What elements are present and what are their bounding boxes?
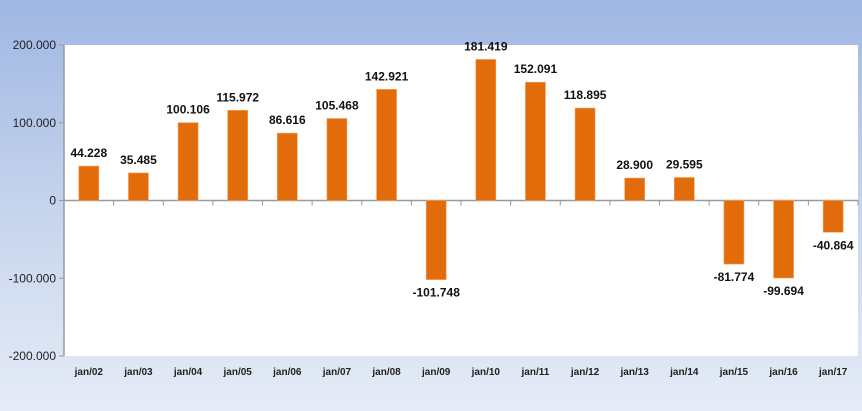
x-tick-label: jan/03: [123, 367, 153, 378]
x-tick-label: jan/06: [272, 367, 302, 378]
bar: [128, 172, 149, 201]
bar: [822, 200, 844, 233]
data-label: -40.864: [813, 238, 854, 252]
x-tick-label: jan/07: [322, 367, 352, 378]
data-label: 44.228: [70, 146, 107, 160]
bar: [773, 200, 794, 279]
data-label: 29.595: [666, 157, 703, 171]
data-label: 142.921: [365, 69, 409, 83]
bar: [376, 89, 397, 201]
x-tick-label: jan/02: [74, 367, 104, 378]
x-tick-label: jan/16: [768, 367, 798, 378]
data-label: -99.694: [763, 284, 804, 298]
y-tick-label: -200.000: [9, 349, 57, 363]
x-tick-label: jan/09: [421, 367, 451, 378]
data-label: 35.485: [120, 153, 157, 167]
bar: [723, 200, 745, 265]
bar: [574, 107, 596, 201]
x-tick-label: jan/11: [521, 367, 550, 378]
bar: [624, 177, 645, 201]
y-tick-label: 100.000: [13, 116, 57, 130]
data-label: 28.900: [616, 158, 653, 172]
data-label: 105.468: [315, 98, 359, 112]
x-tick-label: jan/14: [669, 367, 699, 378]
x-tick-label: jan/05: [223, 367, 253, 378]
data-label: 118.895: [564, 88, 607, 102]
x-tick-label: jan/08: [371, 367, 401, 378]
bar: [475, 59, 497, 201]
y-tick-label: 0: [49, 194, 56, 208]
x-tick-label: jan/10: [471, 367, 501, 378]
data-label: -81.774: [714, 270, 755, 284]
data-label: 181.419: [464, 39, 508, 53]
bar: [227, 110, 248, 201]
x-tick-label: jan/12: [570, 367, 600, 378]
x-tick-label: jan/13: [620, 367, 650, 378]
data-label: 152.091: [514, 62, 558, 76]
data-label: 86.616: [269, 113, 306, 127]
x-tick-label: jan/04: [173, 367, 203, 378]
y-tick-label: 200.000: [13, 38, 57, 52]
y-tick-label: -100.000: [9, 271, 57, 285]
bar: [525, 81, 546, 201]
x-tick-label: jan/15: [719, 367, 749, 378]
bar: [674, 177, 695, 201]
data-label: 100.106: [166, 103, 210, 117]
data-label: -101.748: [413, 286, 461, 300]
x-tick-label: jan/17: [818, 367, 848, 378]
data-label: 115.972: [216, 90, 259, 104]
bar: [177, 122, 199, 201]
bar: [326, 118, 348, 201]
bar: [425, 200, 447, 280]
bar: [78, 165, 100, 201]
bar: [277, 132, 298, 201]
